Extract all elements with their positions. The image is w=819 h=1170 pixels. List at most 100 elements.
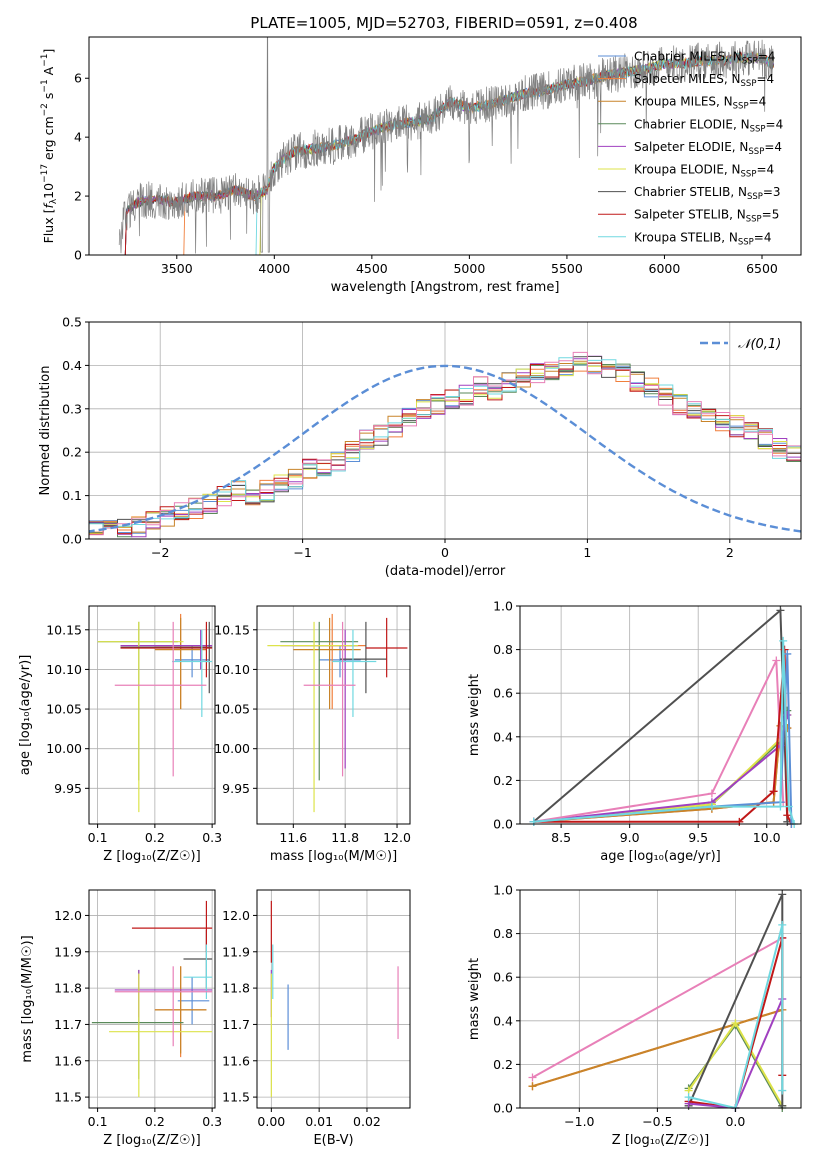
hist-line [89,351,801,536]
point-marker [784,802,793,811]
y-tick-label: 11.8 [54,981,82,996]
y-tick-label: 11.5 [54,1090,82,1105]
series-line [532,1008,783,1088]
x-axis-label: Z [log₁₀(Z/Z☉)] [103,849,200,864]
axes-frame [88,889,216,1109]
x-axis-label: (data-model)/error [385,564,506,579]
x-tick-label: 6000 [649,261,681,276]
x-tick-label: 0.3 [202,830,222,845]
x-tick-label: 0.00 [257,1114,285,1129]
y-tick-label: 0.1 [62,488,82,503]
point-marker [776,802,785,811]
y-tick-label: 10.10 [214,662,250,677]
spectrum-lines [118,37,775,255]
y-axis-label: mass weight [467,958,482,1040]
x-tick-label: −2 [151,545,169,560]
y-tick-label: 9.95 [222,781,250,796]
hist-line [89,362,801,534]
hist-line [89,362,801,534]
x-tick-label: −1.0 [564,1114,594,1129]
x-axis-label: Z [log₁₀(Z/Z☉)] [103,1133,200,1148]
y-tick-label: 12.0 [54,908,82,923]
age-vs-mass-panel: 11.6 11.8 12.0 9.95 10.00 10.05 10.10 10.15 mass… [214,605,411,864]
x-axis-label: Z [log₁₀(Z/Z☉)] [612,1133,709,1148]
x-tick-label: 5500 [551,261,583,276]
mass-vs-ebv-panel: 0.00 0.01 0.02 11.5 11.6 11.7 11.8 11.9 12.0 E(B-… [222,889,411,1148]
y-tick-label: 11.6 [54,1053,82,1068]
y-tick-label: 0.3 [62,401,82,416]
series-line [533,640,796,825]
x-tick-label: 0.2 [145,1114,165,1129]
hist-lines [89,351,801,538]
y-tick-label: 12.0 [222,908,250,923]
legend-entry: Kroupa MILES, NSSP=4 [634,95,766,112]
series-line [533,653,793,825]
x-axis-label: E(B-V) [313,1133,353,1148]
x-tick-label: −0.5 [642,1114,672,1129]
y-tick-label: 11.6 [222,1053,250,1068]
axes-frame [256,889,411,1109]
x-tick-label: 4500 [356,261,388,276]
x-tick-label: 11.6 [279,830,307,845]
y-tick-label: 10.00 [214,741,250,756]
normal-curve [89,364,801,533]
y-tick-label: 0.0 [493,1101,513,1116]
hist-line [89,362,801,533]
axes-frame [88,36,802,256]
axes-frame [88,605,216,825]
x-tick-label: 4000 [258,261,290,276]
y-tick-label: 10.05 [46,702,82,717]
y-tick-label: 0.2 [493,1057,513,1072]
point-marker [731,1018,740,1027]
y-tick-label: 10.15 [214,622,250,637]
point-marker [778,890,787,899]
x-tick-label: 0.01 [305,1114,333,1129]
mass-vs-Z-panel: 0.1 0.2 0.3 11.5 11.6 11.7 11.8 11.9 12.0 Z [log₁… [20,889,222,1148]
y-axis-label: mass [log₁₀(M/M☉)] [20,935,35,1062]
point-marker [778,1086,787,1095]
y-axis-label: Flux [fλ10−17 erg cm−2 s−1 A−1] [40,49,59,244]
x-tick-label: 11.8 [331,830,359,845]
point-marker [707,802,716,811]
legend-entry: 𝒩(0,1) [738,337,781,352]
y-tick-label: 4 [74,130,82,145]
y-tick-label: 0.6 [493,686,513,701]
point-marker [779,636,788,645]
point-marker [783,811,792,820]
x-tick-label: 0.2 [145,830,165,845]
y-tick-label: 11.8 [222,981,250,996]
x-tick-label: 12.0 [383,830,411,845]
y-tick-label: 10.15 [46,622,82,637]
point-marker [528,1082,537,1091]
y-axis-label: Normed distribution [38,366,53,496]
legend-entry: Kroupa STELIB, NSSP=4 [634,230,772,247]
y-tick-label: 1.0 [493,599,513,614]
x-tick-label: 3500 [161,261,193,276]
series-line [533,649,793,825]
axes-frame [256,605,411,825]
y-tick-label: 0.4 [493,1013,513,1028]
y-tick-label: 0.8 [493,642,513,657]
y-tick-label: 11.5 [222,1090,250,1105]
x-tick-label: 8.5 [551,830,571,845]
y-tick-label: 11.9 [54,944,82,959]
weight-vs-age-panel: 8.5 9.0 9.5 10.0 0.0 0.2 0.4 0.6 0.8 1.0 age [log₁… [467,599,802,864]
y-tick-label: 0.8 [493,926,513,941]
y-tick-label: 0.0 [493,817,513,832]
x-tick-label: 9.0 [620,830,640,845]
y-tick-label: 0.4 [493,729,513,744]
x-tick-label: 6500 [746,261,778,276]
point-marker [528,1073,537,1082]
data-line [118,37,775,254]
axes-frame [519,889,802,1109]
weight-vs-Z-panel: −1.0 −0.5 0.0 0.0 0.2 0.4 0.6 0.8 1.0 Z [log₁₀(Z/… [467,883,802,1148]
point-marker [776,606,785,615]
point-marker [707,789,716,798]
y-tick-label: 10.10 [46,662,82,677]
point-marker [772,656,781,665]
y-tick-label: 0.5 [62,315,82,330]
x-tick-label: 0.3 [202,1114,222,1129]
y-tick-label: 1.0 [493,883,513,898]
legend-entry: Kroupa ELODIE, NSSP=4 [634,163,774,180]
